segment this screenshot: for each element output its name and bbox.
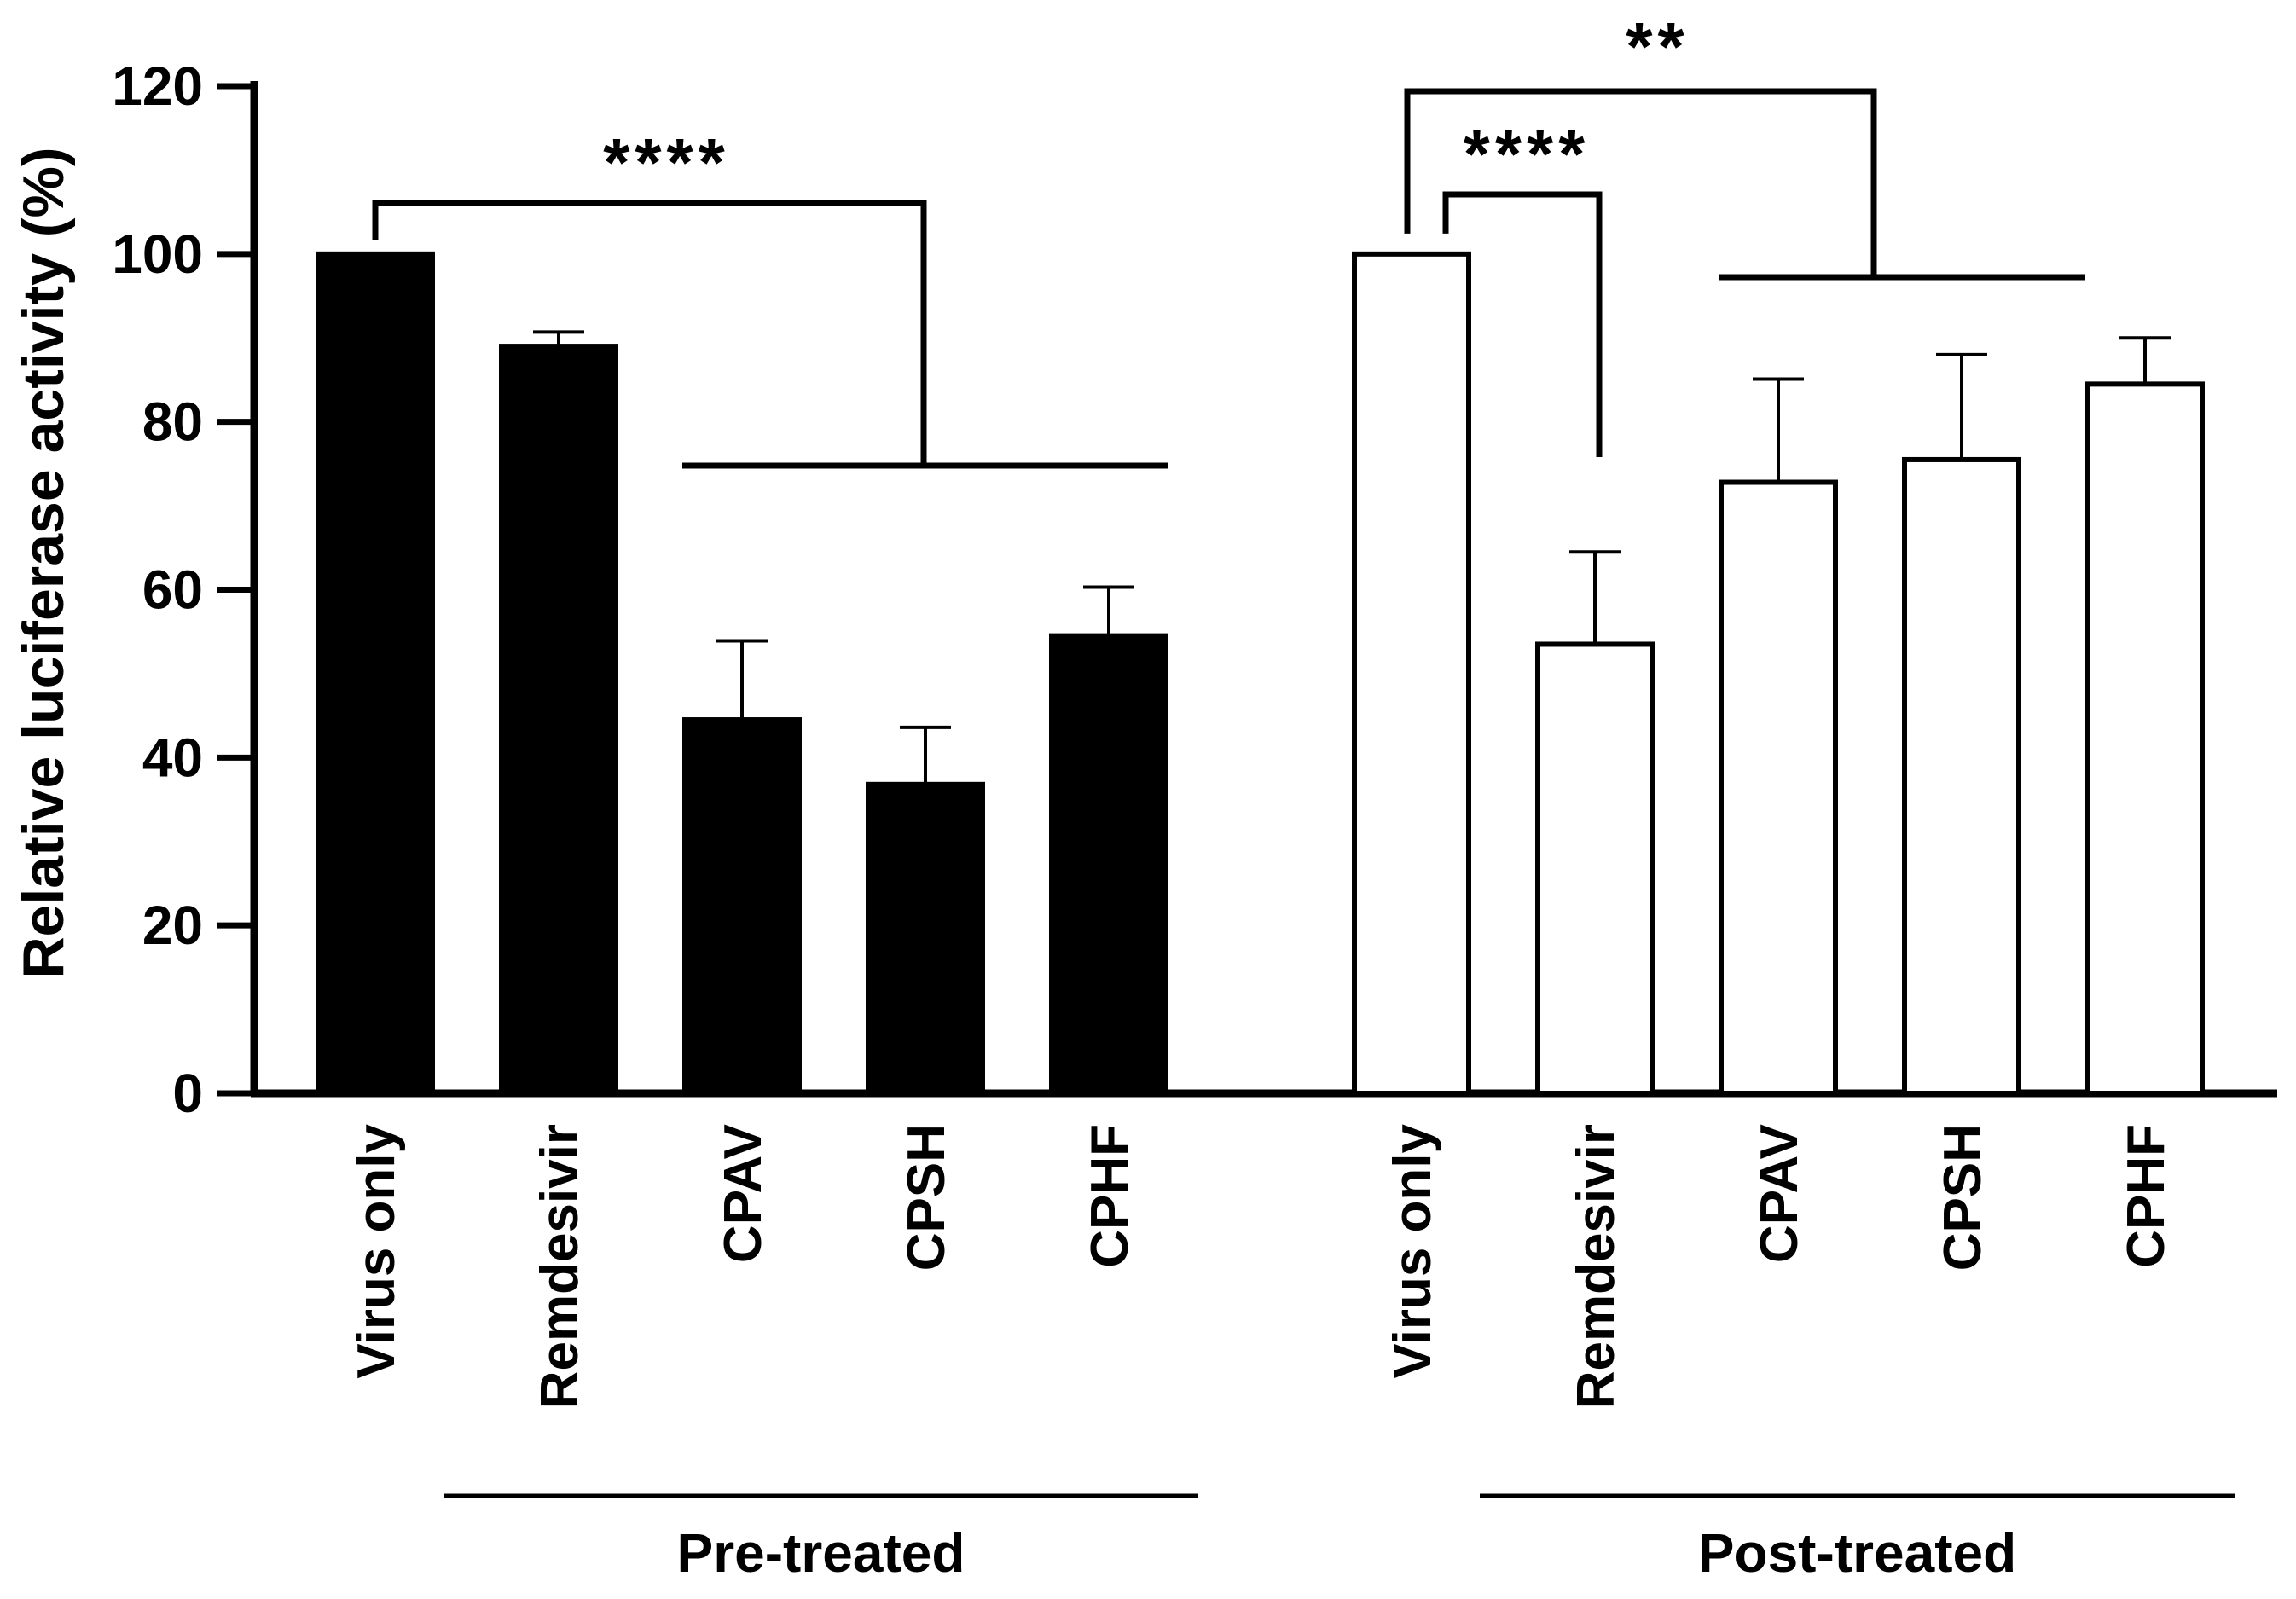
x-tick-label: CPAV: [1750, 1124, 1809, 1263]
bracket-line: [1404, 88, 1877, 277]
y-tick-label: 80: [142, 391, 203, 453]
bracket-line: [1442, 191, 1603, 457]
bracket-line: [372, 200, 927, 466]
y-axis-title: Relative luciferase activity (%): [11, 147, 76, 978]
significance-label: **: [1626, 9, 1689, 84]
significance-label: ****: [1464, 116, 1591, 192]
x-tick-label: CPHF: [2117, 1124, 2176, 1268]
y-tick-label: 0: [172, 1063, 203, 1124]
bar: [866, 781, 985, 1096]
x-tick-label: Virus only: [1383, 1123, 1442, 1378]
bar: [1352, 251, 1471, 1097]
x-tick-label: Virus only: [347, 1123, 406, 1378]
x-tick-labels: Virus only Remdesivir CPAV CPSH CPHF Virus on…: [347, 1123, 2176, 1409]
x-tick-label: CPSH: [897, 1124, 956, 1271]
bar: [1719, 479, 1838, 1096]
x-tick-label: Remdesivir: [1567, 1124, 1626, 1409]
bars: [316, 251, 2205, 1097]
group-labels: Pre-treated Post-treated: [444, 1493, 2235, 1584]
bar: [1049, 633, 1168, 1096]
bar: [316, 251, 435, 1097]
significance-label: ****: [603, 125, 730, 200]
y-tick-label: 60: [142, 559, 203, 621]
group-label: Post-treated: [1698, 1522, 2016, 1584]
significance-brackets: **** ******: [372, 9, 2085, 469]
bar: [1902, 456, 2021, 1096]
bar: [2085, 381, 2205, 1097]
group-label: Pre-treated: [677, 1522, 965, 1584]
y-tick-label: 20: [142, 895, 203, 956]
y-tick-label: 120: [112, 55, 203, 117]
bar: [1535, 641, 1655, 1096]
y-tick-label: 100: [112, 223, 203, 285]
x-tick-label: CPHF: [1081, 1124, 1139, 1268]
bar: [682, 717, 802, 1096]
x-tick-label: CPAV: [714, 1124, 773, 1263]
y-tick-label: 40: [142, 727, 203, 788]
x-tick-label: CPSH: [1934, 1124, 1992, 1271]
x-tick-label: Remdesivir: [531, 1124, 589, 1409]
bar: [499, 344, 618, 1096]
